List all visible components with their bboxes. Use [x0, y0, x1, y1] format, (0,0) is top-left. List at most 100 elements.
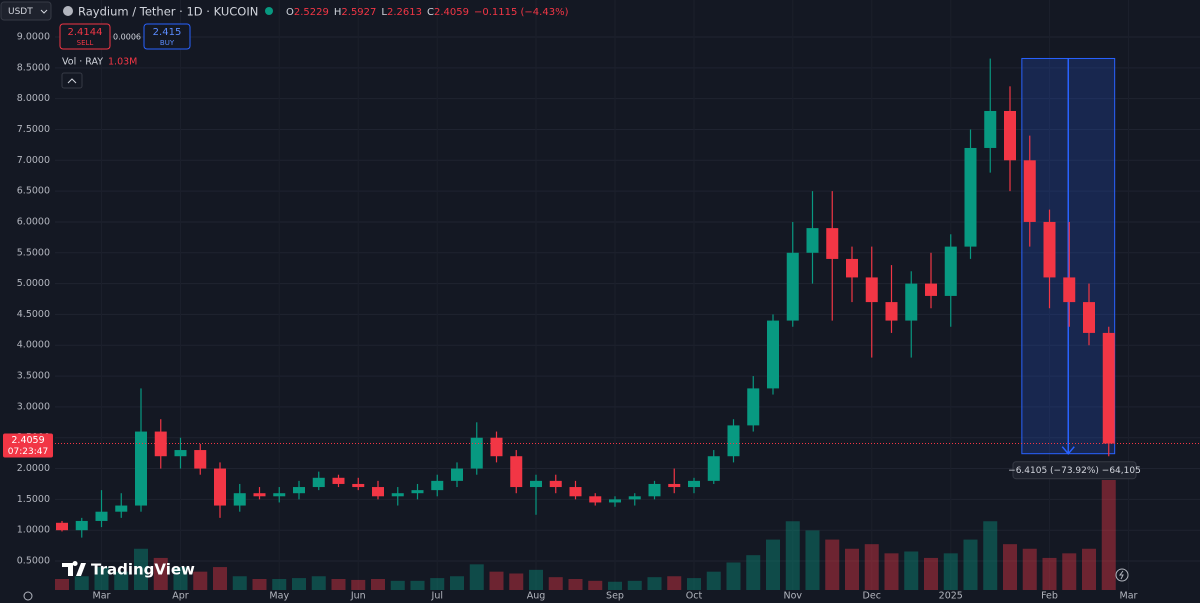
- volume-bar: [469, 564, 484, 590]
- volume-bar: [1082, 548, 1096, 590]
- candle-body: [194, 450, 207, 469]
- volume-bar: [390, 580, 405, 590]
- dropdown-icon: [40, 9, 48, 14]
- volume-bar: [647, 577, 662, 590]
- ohlc-key: C: [427, 7, 434, 18]
- volume-bar: [785, 521, 800, 590]
- candle-body: [530, 480, 542, 488]
- ohlc-value: 2.2613: [387, 7, 422, 18]
- x-tick-label: May: [269, 591, 289, 602]
- volume-bar: [983, 521, 998, 590]
- volume-bar: [509, 573, 524, 590]
- y-tick-label: 1.5000: [17, 494, 50, 505]
- settings-icon[interactable]: [23, 591, 33, 601]
- volume-bar: [1022, 548, 1037, 590]
- candle-body: [727, 425, 740, 457]
- candle-body: [609, 499, 621, 503]
- volume-bar: [588, 580, 603, 590]
- x-tick-label: 2025: [939, 591, 963, 602]
- sell-label[interactable]: SELL: [77, 39, 94, 47]
- candle-body: [925, 283, 937, 296]
- candle-body: [372, 487, 384, 497]
- volume-bar: [667, 576, 682, 590]
- candle-body: [431, 480, 444, 491]
- candle-body: [451, 468, 463, 481]
- candle-body: [806, 228, 819, 253]
- candle-body: [648, 483, 661, 497]
- volume-bar: [864, 544, 879, 590]
- currency-box[interactable]: [0, 1, 52, 21]
- x-tick-label: Oct: [686, 591, 703, 602]
- candle-body: [846, 258, 858, 278]
- volume-bar: [963, 539, 978, 590]
- volume-bar: [1062, 553, 1077, 590]
- volume-bar: [331, 579, 346, 590]
- volume-value: 1.03M: [108, 57, 137, 68]
- buy-label[interactable]: BUY: [160, 39, 175, 47]
- volume-bar: [548, 577, 563, 590]
- candle-layer: [56, 58, 1115, 538]
- volume-bar: [489, 571, 504, 590]
- y-tick-label: 4.5000: [17, 309, 50, 320]
- logo-icon: [62, 561, 86, 576]
- candle-body: [490, 437, 503, 457]
- volume-bar: [884, 553, 899, 590]
- candle-body: [688, 480, 700, 488]
- collapse-icon: [67, 78, 77, 84]
- candle-body: [885, 302, 898, 321]
- volume-bar: [529, 569, 543, 590]
- candle-body: [767, 320, 779, 389]
- sell-price[interactable]: 2.4144: [68, 27, 103, 38]
- volume-bar: [1101, 480, 1116, 590]
- measure-arrowhead: [1061, 446, 1075, 455]
- x-tick-label: Mar: [1120, 591, 1138, 602]
- logo-text: TradingView: [91, 561, 195, 579]
- volume-bar: [746, 555, 761, 590]
- candle-body: [470, 437, 483, 469]
- candle-body: [1063, 277, 1076, 303]
- buy-button[interactable]: [143, 23, 191, 50]
- volume-bar: [1003, 544, 1017, 590]
- candle-body: [1043, 221, 1056, 278]
- volume-bar: [706, 571, 721, 590]
- volume-bar: [311, 576, 326, 590]
- y-tick-label: 6.5000: [17, 186, 50, 197]
- candle-body: [75, 520, 88, 531]
- symbol-logo: [63, 6, 73, 16]
- candle-body: [628, 496, 641, 500]
- ohlc-value: 2.4059: [434, 7, 469, 18]
- collapse-button[interactable]: [61, 72, 83, 89]
- currency[interactable]: USDT: [8, 7, 33, 17]
- candle-body: [214, 468, 226, 506]
- volume-bar: [924, 557, 938, 590]
- candle-body: [944, 246, 957, 296]
- candle-body: [984, 110, 997, 148]
- candle-body: [273, 493, 286, 497]
- ohlc-key: H: [334, 7, 342, 18]
- volume-bar: [845, 548, 859, 590]
- volume-indicator[interactable]: Vol · RAY: [62, 57, 103, 68]
- volume-bar: [55, 579, 69, 590]
- y-tick-label: 8.5000: [17, 62, 50, 73]
- volume-bar: [173, 567, 188, 590]
- volume-bar: [410, 580, 425, 590]
- grid: [55, 0, 1200, 590]
- volume-bar: [450, 576, 464, 590]
- volume-bar: [153, 557, 168, 590]
- y-tick-label: 4.0000: [17, 340, 50, 351]
- ohlc-value: 2.5229: [294, 7, 329, 18]
- sell-button[interactable]: [59, 23, 111, 50]
- buy-price[interactable]: 2.415: [153, 27, 182, 38]
- ohlc-value: 2.5927: [341, 7, 376, 18]
- measure-label: −6.4105 (−73.92%) −64,105: [1008, 466, 1141, 476]
- candle-body: [56, 522, 68, 531]
- x-tick-label: Feb: [1041, 591, 1058, 602]
- alert-icon[interactable]: [1115, 568, 1129, 582]
- candle-body: [1023, 160, 1036, 222]
- volume-bar: [74, 576, 89, 590]
- volume-bar: [1042, 557, 1057, 590]
- y-tick-label: 1.0000: [17, 525, 50, 536]
- ohlc-key: O: [286, 7, 294, 18]
